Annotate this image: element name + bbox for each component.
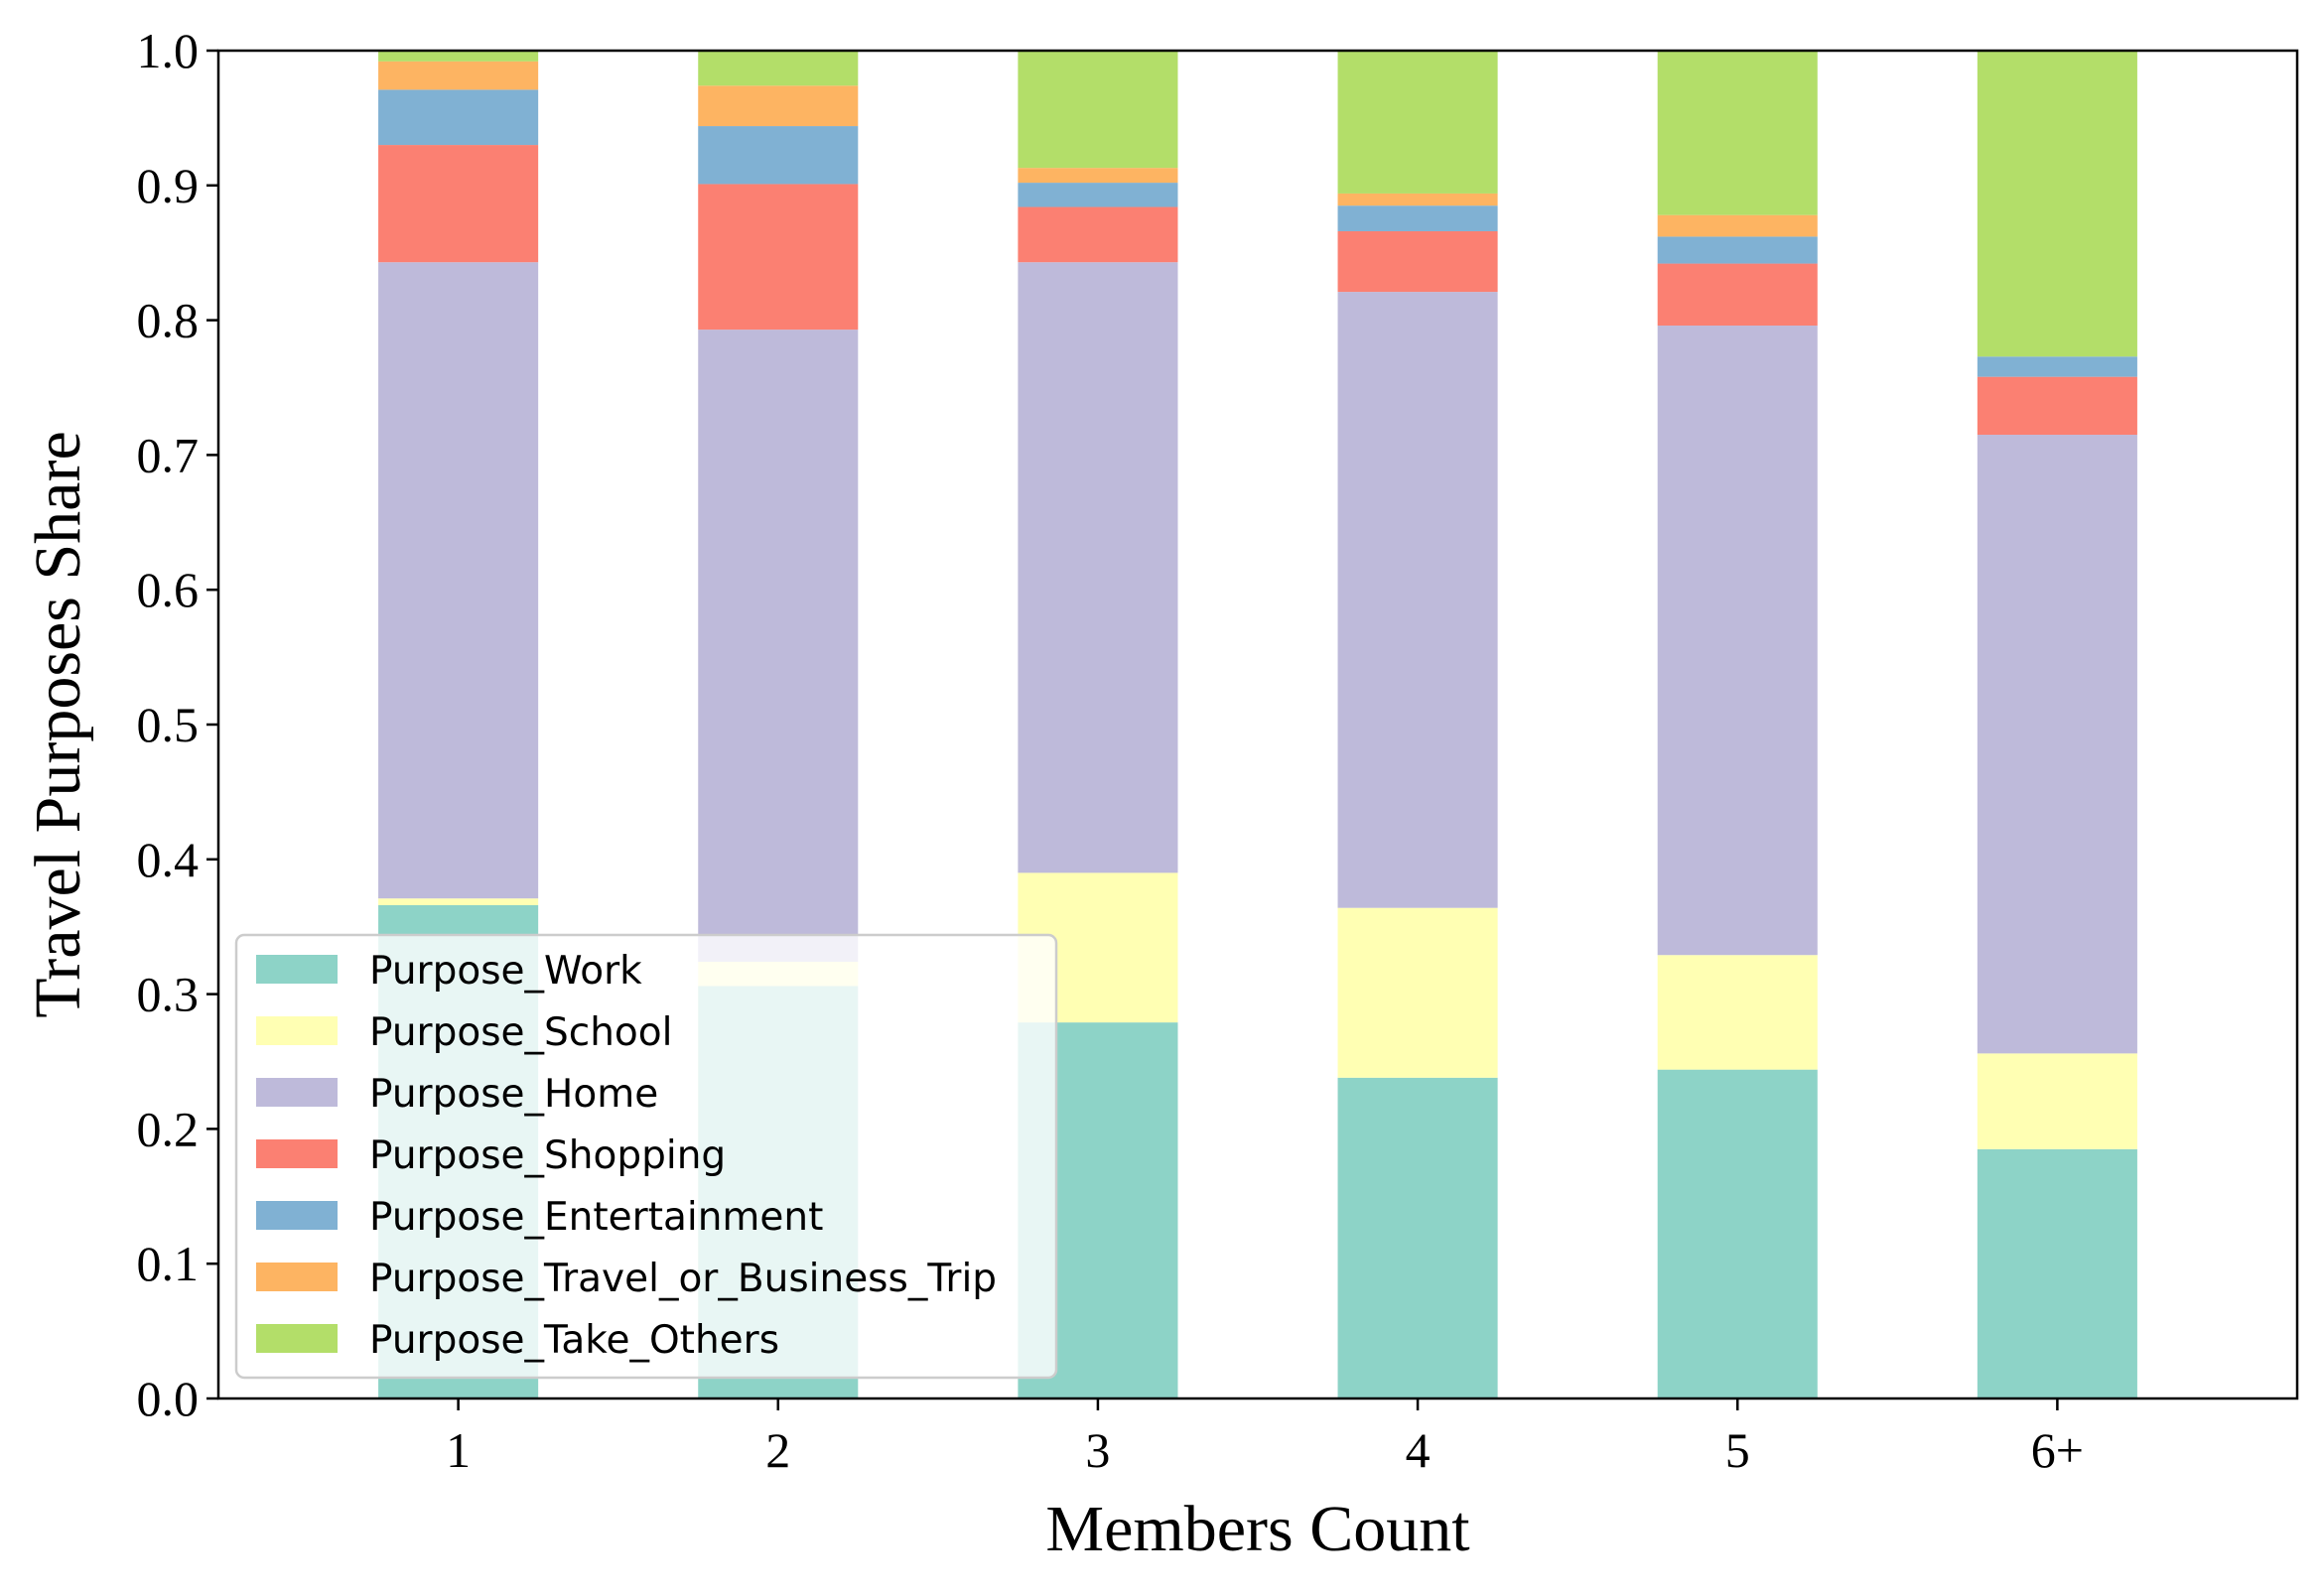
legend-entry-label: Purpose_School [369, 1010, 673, 1055]
legend-entry-label: Purpose_Home [369, 1072, 658, 1117]
bar-segment [1018, 168, 1178, 184]
bar-segment [698, 330, 859, 963]
bar-segment [1977, 51, 2137, 357]
y-tick-label: 0.2 [137, 1101, 200, 1156]
bar-segment [378, 89, 539, 146]
y-tick-label: 0.1 [137, 1236, 200, 1291]
x-tick-label: 2 [765, 1422, 790, 1478]
bar-segment [1018, 183, 1178, 207]
legend-entry-label: Purpose_Work [369, 949, 642, 994]
x-axis-label: Members Count [1045, 1493, 1469, 1565]
bar-segment [1657, 263, 1818, 327]
bar-segment [1657, 214, 1818, 237]
bar-segment [1018, 51, 1178, 169]
y-tick-label: 0.8 [137, 293, 200, 348]
x-tick-label: 3 [1085, 1422, 1110, 1478]
legend-swatch [256, 1016, 338, 1045]
legend-swatch [256, 1324, 338, 1353]
bar-segment [378, 51, 539, 62]
x-tick-label: 6+ [2031, 1422, 2084, 1478]
y-tick-label: 0.5 [137, 697, 200, 752]
bar-segment [1977, 356, 2137, 377]
legend-swatch [256, 955, 338, 984]
bar-segment [378, 145, 539, 263]
legend-box [234, 933, 1058, 1380]
bar-segment [698, 184, 859, 331]
bar-segment [378, 898, 539, 905]
bar-segment [1337, 1077, 1498, 1398]
x-axis-ticks: 1 2 3 4 5 6+ [446, 1398, 2084, 1478]
y-tick-label: 1.0 [137, 23, 200, 78]
bar-segment [1977, 435, 2137, 1054]
bar-segment [698, 51, 859, 86]
x-tick-label: 1 [446, 1422, 471, 1478]
legend-entry-label: Purpose_Entertainment [369, 1195, 823, 1240]
y-tick-label: 0.0 [137, 1371, 200, 1426]
legend-entry-label: Purpose_Shopping [369, 1133, 726, 1178]
bar-segment [1657, 51, 1818, 215]
bar-segment [1657, 236, 1818, 264]
legend-entry-label: Purpose_Take_Others [369, 1318, 779, 1363]
bar-segment [1657, 955, 1818, 1070]
bars-group [378, 51, 2137, 1398]
legend: Purpose_Work Purpose_School Purpose_Home Pu… [234, 933, 1058, 1380]
y-tick-label: 0.9 [137, 158, 200, 213]
y-axis-label: Travel Purposes Share [22, 431, 94, 1018]
bar-segment [698, 126, 859, 185]
bar-segment [1657, 1069, 1818, 1398]
legend-swatch [256, 1263, 338, 1291]
bar-segment [1977, 1148, 2137, 1398]
bar-segment [698, 85, 859, 127]
legend-swatch [256, 1201, 338, 1230]
y-tick-label: 0.4 [137, 832, 200, 887]
bar-segment [1337, 907, 1498, 1078]
bar-segment [1337, 292, 1498, 908]
legend-swatch [256, 1139, 338, 1168]
y-axis-ticks: 0.0 0.1 0.2 0.3 0.4 0.5 0.6 0.7 0.8 0.9 1.0 [137, 23, 218, 1426]
bar-segment [378, 262, 539, 899]
y-tick-label: 0.3 [137, 967, 200, 1022]
bar-segment [1337, 205, 1498, 231]
bar-segment [378, 61, 539, 90]
legend-swatch [256, 1078, 338, 1107]
bar-segment [1337, 51, 1498, 194]
y-tick-label: 0.7 [137, 427, 200, 482]
bar-segment [1657, 326, 1818, 956]
bar-segment [1337, 193, 1498, 206]
bar-segment [1018, 206, 1178, 263]
y-tick-label: 0.6 [137, 562, 200, 617]
x-tick-label: 5 [1725, 1422, 1750, 1478]
bar-segment [1977, 1053, 2137, 1149]
bar-segment [1977, 376, 2137, 436]
x-tick-label: 4 [1406, 1422, 1431, 1478]
bar-segment [1018, 262, 1178, 873]
legend-entry-label: Purpose_Travel_or_Business_Trip [369, 1257, 997, 1301]
bar-segment [1337, 230, 1498, 293]
